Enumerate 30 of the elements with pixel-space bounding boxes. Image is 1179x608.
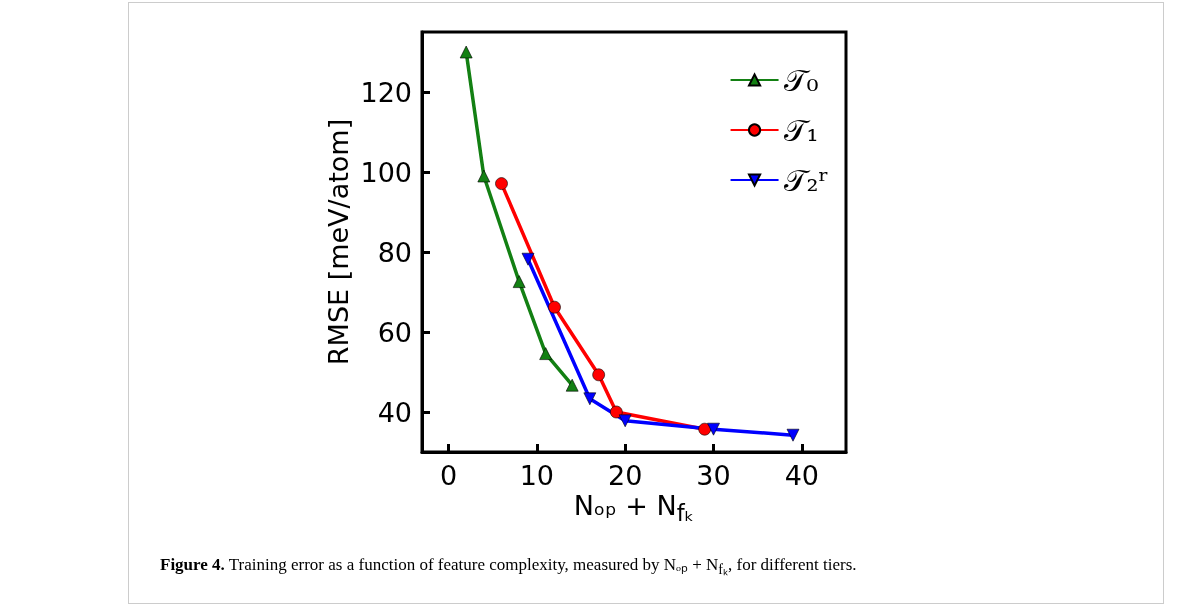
x-tick-label: 40 bbox=[784, 460, 820, 491]
point bbox=[548, 300, 561, 314]
point bbox=[618, 414, 632, 428]
text: Figure 4. Training error as a function of feature complexity, measured by Nₒₚ + N$_{fₖ}$, for different tiers. bbox=[160, 554, 857, 579]
point bbox=[539, 347, 552, 360]
point bbox=[707, 422, 720, 436]
y-tick-label: 100 bbox=[360, 156, 412, 188]
y-tick-label: 80 bbox=[377, 236, 412, 268]
point bbox=[459, 45, 473, 59]
point bbox=[592, 368, 605, 382]
point bbox=[477, 169, 491, 183]
legend-label: 𝒯₀ bbox=[783, 62, 819, 98]
y-tick-label: 120 bbox=[360, 76, 412, 108]
point bbox=[565, 378, 579, 392]
x-tick-label: 0 bbox=[439, 460, 458, 491]
point bbox=[495, 177, 508, 190]
point bbox=[583, 392, 597, 406]
x-tick-label: 10 bbox=[519, 460, 555, 491]
y-axis-title: RMSE [meV/atom] bbox=[323, 118, 354, 366]
point bbox=[521, 252, 535, 266]
x-tick-label: 30 bbox=[696, 460, 731, 491]
legend-label: 𝒯₂ʳ bbox=[783, 162, 830, 198]
point bbox=[512, 275, 526, 288]
x-axis-title: Nₒₚ + N$_{fₖ}$ bbox=[572, 490, 696, 527]
y-tick-label: 60 bbox=[377, 316, 412, 348]
legend-label: 𝒯₁ bbox=[783, 112, 819, 148]
point bbox=[786, 428, 800, 442]
point bbox=[610, 405, 623, 419]
x-tick-label: 20 bbox=[607, 460, 643, 491]
y-tick-label: 40 bbox=[377, 396, 412, 428]
